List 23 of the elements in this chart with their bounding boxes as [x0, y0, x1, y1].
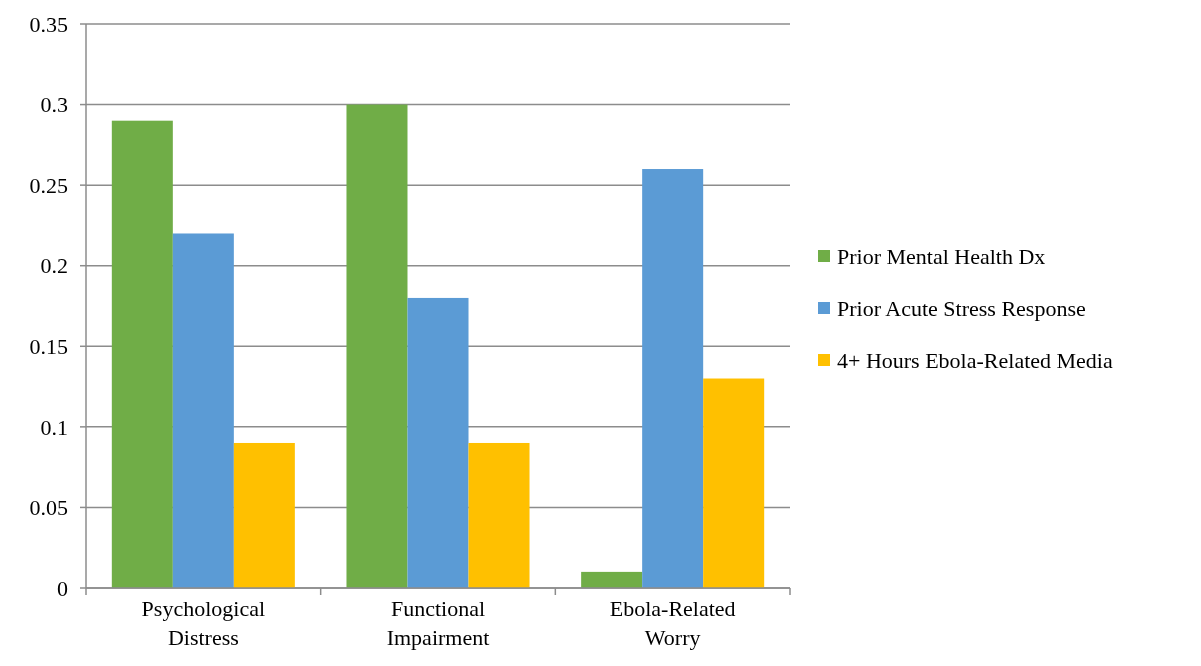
y-tick-label: 0.35: [29, 11, 68, 37]
legend-label: 4+ Hours Ebola-Related Media: [837, 347, 1113, 373]
y-tick-label: 0.1: [40, 414, 68, 440]
y-tick-label: 0.3: [40, 92, 68, 118]
y-tick-label: 0.2: [40, 253, 68, 279]
x-tick-label: Psychological Distress: [141, 596, 266, 650]
legend-label: Prior Acute Stress Response: [837, 295, 1086, 321]
y-tick-label: 0.15: [29, 333, 68, 359]
bar: [468, 442, 530, 588]
y-tick-label: 0.05: [29, 495, 68, 521]
bar: [642, 169, 704, 588]
bar: [346, 104, 408, 588]
y-tick-label: 0.25: [29, 172, 68, 198]
legend-label: Prior Mental Health Dx: [837, 243, 1046, 269]
bar: [111, 120, 173, 588]
x-tick-label: Ebola-Related Worry: [609, 596, 736, 650]
y-tick-label: 0: [57, 575, 68, 601]
bar: [407, 297, 469, 588]
bar: [233, 442, 295, 588]
bar: [172, 233, 234, 588]
bar: [581, 571, 643, 588]
x-tick-label: Functional Impairment: [386, 596, 490, 650]
bar: [703, 378, 765, 588]
